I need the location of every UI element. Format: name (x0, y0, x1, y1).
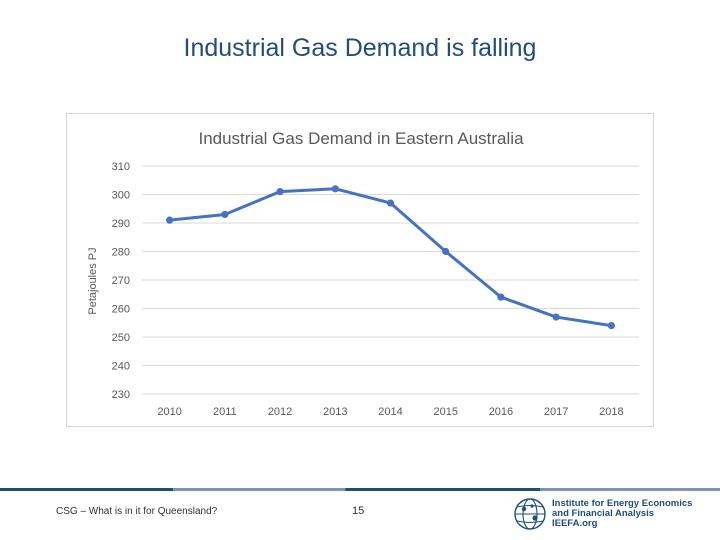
x-axis-ticks: 2010 2011 2012 2013 2014 2015 2016 2017 2018 (157, 406, 623, 418)
line-chart: Industrial Gas Demand in Eastern Austral… (87, 129, 639, 418)
chart-container: Industrial Gas Demand in Eastern Austral… (66, 113, 654, 427)
y-tick-label: 230 (112, 389, 130, 401)
x-tick-label: 2017 (544, 406, 568, 418)
chart-title: Industrial Gas Demand in Eastern Austral… (198, 129, 524, 148)
y-axis-label: Petajoules PJ (87, 247, 99, 314)
data-point (497, 293, 505, 301)
data-point (607, 322, 615, 330)
logo-line-2: and Financial Analysis (552, 508, 655, 519)
y-tick-label: 280 (112, 247, 130, 259)
logo-text: Institute for Energy Economics and Finan… (552, 499, 692, 529)
data-point (386, 199, 395, 207)
x-tick-label: 2015 (433, 406, 457, 418)
globe-icon (514, 498, 546, 530)
y-axis-ticks: 230 240 250 260 270 280 290 300 310 (112, 161, 130, 401)
x-tick-label: 2010 (157, 406, 181, 418)
x-tick-label: 2014 (378, 406, 402, 418)
x-tick-label: 2018 (599, 406, 623, 418)
logo-line-1: Institute for Energy Economics (552, 498, 693, 509)
y-tick-label: 290 (112, 218, 130, 230)
y-tick-label: 250 (112, 332, 130, 344)
logo-line-3: IEEFA.org (552, 518, 598, 529)
x-tick-label: 2013 (323, 406, 347, 418)
page-number: 15 (352, 505, 365, 517)
x-tick-label: 2011 (213, 406, 237, 418)
x-tick-label: 2016 (489, 406, 513, 418)
footer-text: CSG – What is in it for Queensland? (56, 506, 218, 517)
series-line (169, 187, 612, 328)
data-point (221, 210, 229, 219)
data-point (331, 185, 339, 193)
footer-divider (0, 488, 720, 491)
y-tick-label: 240 (112, 361, 130, 373)
gridlines (142, 165, 639, 395)
data-point (442, 247, 450, 256)
data-point (276, 188, 284, 196)
y-tick-label: 300 (112, 190, 130, 202)
slide-title: Industrial Gas Demand is falling (183, 34, 537, 62)
ieefa-logo: Institute for Energy Economics and Finan… (512, 496, 712, 536)
x-tick-label: 2012 (268, 406, 292, 418)
y-tick-label: 310 (112, 161, 130, 173)
y-tick-label: 270 (112, 275, 130, 287)
y-tick-label: 260 (112, 304, 130, 316)
data-point (166, 216, 174, 224)
series-layer (166, 185, 615, 330)
data-point (552, 313, 560, 321)
